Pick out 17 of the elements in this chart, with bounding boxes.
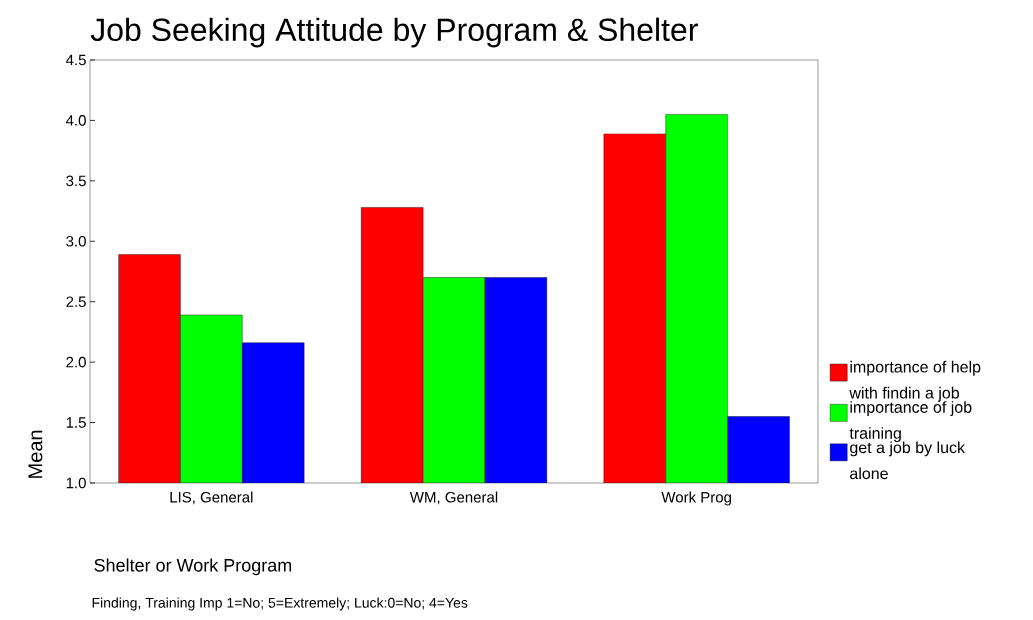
y-tick-label: 1.0	[66, 477, 86, 489]
chart-title: Job Seeking Attitude by Program & Shelter	[90, 17, 698, 48]
x-tick-label: LIS, General	[170, 491, 253, 505]
y-tick-label: 4.5	[65, 54, 86, 66]
text: Finding, Training Imp 1=No; 5=Extremely; Luck:0=No; 4=Yes	[92, 597, 468, 611]
y-axis-title: Mean	[28, 430, 43, 478]
y-tick-label: 4.0	[65, 115, 86, 126]
legend-label: importance of help with findin a job	[849, 360, 981, 402]
x-tick-label: WM, General	[409, 491, 498, 505]
y-tick-label: 3.0	[66, 235, 86, 247]
y-tick-label: 1.5	[66, 417, 86, 428]
y-tick-label: 2.5	[66, 296, 86, 308]
x-tick-label: Work Prog	[661, 491, 731, 506]
legend-label: get a job by luck alone	[850, 441, 966, 480]
y-tick-label: 3.5	[66, 175, 86, 187]
x-axis-title: Shelter or Work Program	[94, 558, 292, 576]
y-tick-label: 2.0	[66, 356, 86, 368]
